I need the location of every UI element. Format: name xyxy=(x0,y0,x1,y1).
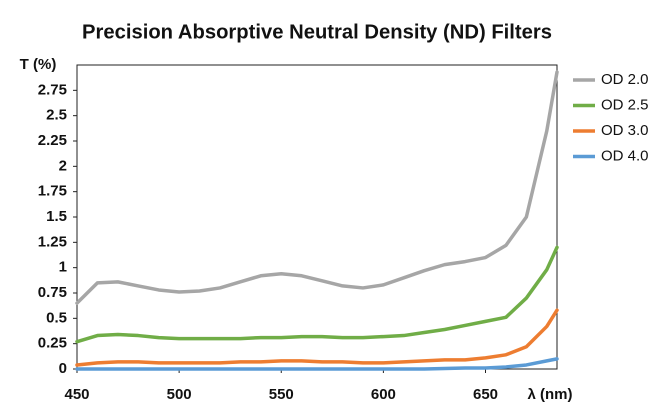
y-tick-label: 0.25 xyxy=(38,335,67,352)
plot-frame xyxy=(76,64,558,370)
series-line xyxy=(75,357,559,371)
x-tick-label: 500 xyxy=(167,386,192,403)
y-axis-label: T (%) xyxy=(20,56,57,73)
y-tick-label: 0 xyxy=(59,360,67,377)
x-tick-label: 600 xyxy=(371,386,396,403)
y-tick-label: 1 xyxy=(59,259,67,276)
legend-text: OD 4.0 xyxy=(601,147,648,164)
y-tick-label: 0.5 xyxy=(46,309,67,326)
x-tick-label: 450 xyxy=(64,386,89,403)
y-tick-label: 1.25 xyxy=(38,233,67,250)
chart-title: Precision Absorptive Neutral Density (ND… xyxy=(82,21,552,43)
y-tick-label: 1.5 xyxy=(46,208,67,225)
y-tick-label: 2.75 xyxy=(38,81,67,98)
legend-text: OD 3.0 xyxy=(601,122,648,139)
x-tick-label: 550 xyxy=(269,386,294,403)
series-line xyxy=(75,308,559,367)
x-axis-label: λ (nm) xyxy=(528,386,573,403)
y-tick-label: 2 xyxy=(59,157,67,174)
series-line xyxy=(75,245,559,344)
x-tick-label: 650 xyxy=(473,386,498,403)
y-tick-label: 2.25 xyxy=(38,132,67,149)
legend-text: OD 2.0 xyxy=(601,71,648,88)
y-tick-label: 2.5 xyxy=(46,107,67,124)
series-line xyxy=(75,70,559,305)
y-tick-label: 1.75 xyxy=(38,183,67,200)
y-tick-label: 0.75 xyxy=(38,284,67,301)
legend-text: OD 2.5 xyxy=(601,96,648,113)
